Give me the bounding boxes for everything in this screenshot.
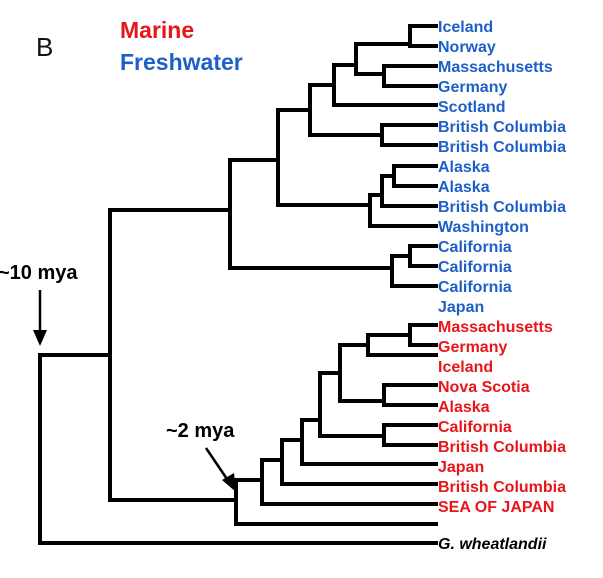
branch-marine-clade [234, 478, 438, 526]
taxon-label: California [438, 259, 512, 276]
root-age-arrow-icon [33, 290, 47, 346]
legend-freshwater: Freshwater [120, 49, 243, 75]
branch-marine-japan-mass [408, 323, 438, 347]
panel-label: B [36, 32, 53, 62]
branch-freshwater-clade [228, 158, 394, 270]
branch-fw-alaska-group [368, 193, 438, 228]
branch-ingroup-node [108, 208, 238, 502]
branch-marine-c [300, 418, 438, 466]
branch-fw-alaska-bc [380, 174, 438, 208]
taxon-label: Iceland [438, 359, 493, 376]
root-age-label: ~10 mya [0, 262, 78, 284]
taxon-label: Massachusetts [438, 319, 553, 336]
branch-fw-iceland-norway [408, 24, 438, 48]
branch-fw-california-group [390, 254, 438, 288]
branch-fw-iceland-scotland [332, 63, 438, 107]
taxon-label: Alaska [438, 399, 490, 416]
taxon-label: Scotland [438, 99, 506, 116]
branch-fw-bc-pair [380, 123, 438, 147]
branch-fw-north-a [308, 83, 384, 137]
branch-marine-alaska-ca [382, 423, 438, 447]
branch-fw-mass-germany [382, 64, 438, 88]
taxon-label: Alaska [438, 179, 490, 196]
branch-marine-f [366, 333, 438, 357]
taxon-label: SEA OF JAPAN [438, 499, 554, 516]
branch-root [38, 353, 438, 545]
taxon-label: Alaska [438, 159, 490, 176]
taxon-label: California [438, 279, 512, 296]
legend-marine: Marine [120, 17, 194, 43]
branch-fw-four [354, 42, 412, 76]
taxon-label: British Columbia [438, 139, 566, 156]
taxon-label: Japan [438, 299, 484, 316]
taxon-label: British Columbia [438, 439, 566, 456]
branch-marine-d [318, 371, 386, 438]
taxon-labels: Iceland Norway Massachusetts Germany Scotlan… [438, 19, 566, 553]
taxon-label: Nova Scotia [438, 379, 530, 396]
taxon-label: California [438, 239, 512, 256]
branch-fw-north [276, 108, 372, 207]
taxon-label: Washington [438, 219, 529, 236]
branch-fw-alaska-pair [392, 164, 438, 188]
taxon-label: British Columbia [438, 479, 566, 496]
branch-fw-california-pair [408, 244, 438, 268]
taxon-label: California [438, 419, 512, 436]
taxon-label: Norway [438, 39, 496, 56]
branch-marine-e [338, 343, 386, 403]
taxon-label: Massachusetts [438, 59, 553, 76]
branch-marine-a [260, 458, 438, 506]
tree-branches [38, 24, 438, 545]
taxon-label: Japan [438, 459, 484, 476]
taxon-label: Germany [438, 79, 507, 96]
taxon-label: British Columbia [438, 199, 566, 216]
marine-clade-age-label: ~2 mya [166, 420, 235, 442]
branch-marine-b [280, 438, 438, 486]
taxon-label: British Columbia [438, 119, 566, 136]
branch-marine-iceland-ns [382, 383, 438, 407]
marine-age-arrow-icon [204, 447, 236, 492]
taxon-label: G. wheatlandii [438, 536, 547, 553]
taxon-label: Iceland [438, 19, 493, 36]
taxon-label: Germany [438, 339, 507, 356]
